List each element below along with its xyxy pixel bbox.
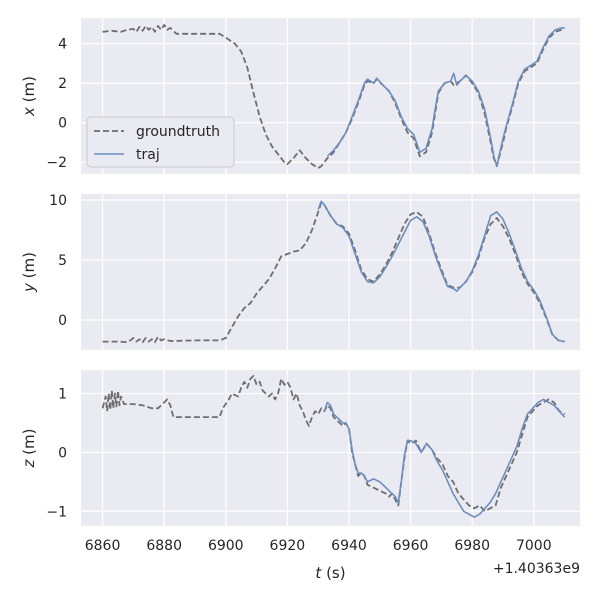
x-axis-unit: (s) [321,564,345,582]
y-tick-label: 5 [58,253,67,269]
x-tick-label: 7000 [516,538,552,554]
y-axis-unit: (m) [20,429,38,460]
y-tick-label: 0 [58,313,67,329]
y-tick-label: 1 [58,387,67,403]
legend: groundtruth traj [86,116,235,168]
panel-x: −2 0 2 4 x (m) groundtruth traj [20,18,580,174]
y-tick-label: 4 [58,37,67,53]
y-axis-label: y (m) [20,252,38,293]
y-axis-var: y [20,282,38,293]
series-line-traj [317,200,565,343]
legend-label-groundtruth: groundtruth [136,124,220,140]
x-tick-label: 6900 [208,538,244,554]
y-tick-label: −1 [46,504,67,520]
x-axis-var: t [315,564,322,582]
y-axis-var: x [20,107,38,117]
x-tick-label: 6980 [454,538,490,554]
x-tick-label: 6860 [85,538,121,554]
series-line-traj [326,27,565,167]
y-tick-label: −2 [46,155,67,171]
x-offset-text: +1.40363e9 [493,561,580,577]
y-axis-unit: (m) [20,76,38,107]
x-tick-label: 6920 [270,538,306,554]
legend-label-traj: traj [136,147,160,163]
x-tick-label: 6880 [146,538,182,554]
x-tick-label: 6940 [331,538,367,554]
y-axis-label: x (m) [20,76,38,117]
x-axis-label: t (s) [315,564,345,582]
plot-area [81,194,580,350]
y-tick-label: 2 [58,76,67,92]
y-axis-unit: (m) [20,252,38,283]
y-axis-label: z (m) [20,429,38,469]
y-tick-label: 0 [58,116,67,132]
y-axis-var: z [20,458,38,468]
panel-z: −1 0 1 z (m) 6860 6880 6900 6920 6940 6960 6980 700… [20,370,580,582]
x-tick-label: 6960 [393,538,429,554]
panel-y: 0 5 10 y (m) [20,193,580,350]
y-tick-label: 10 [49,193,67,209]
series-line-traj [323,398,566,518]
y-tick-label: 0 [58,445,67,461]
